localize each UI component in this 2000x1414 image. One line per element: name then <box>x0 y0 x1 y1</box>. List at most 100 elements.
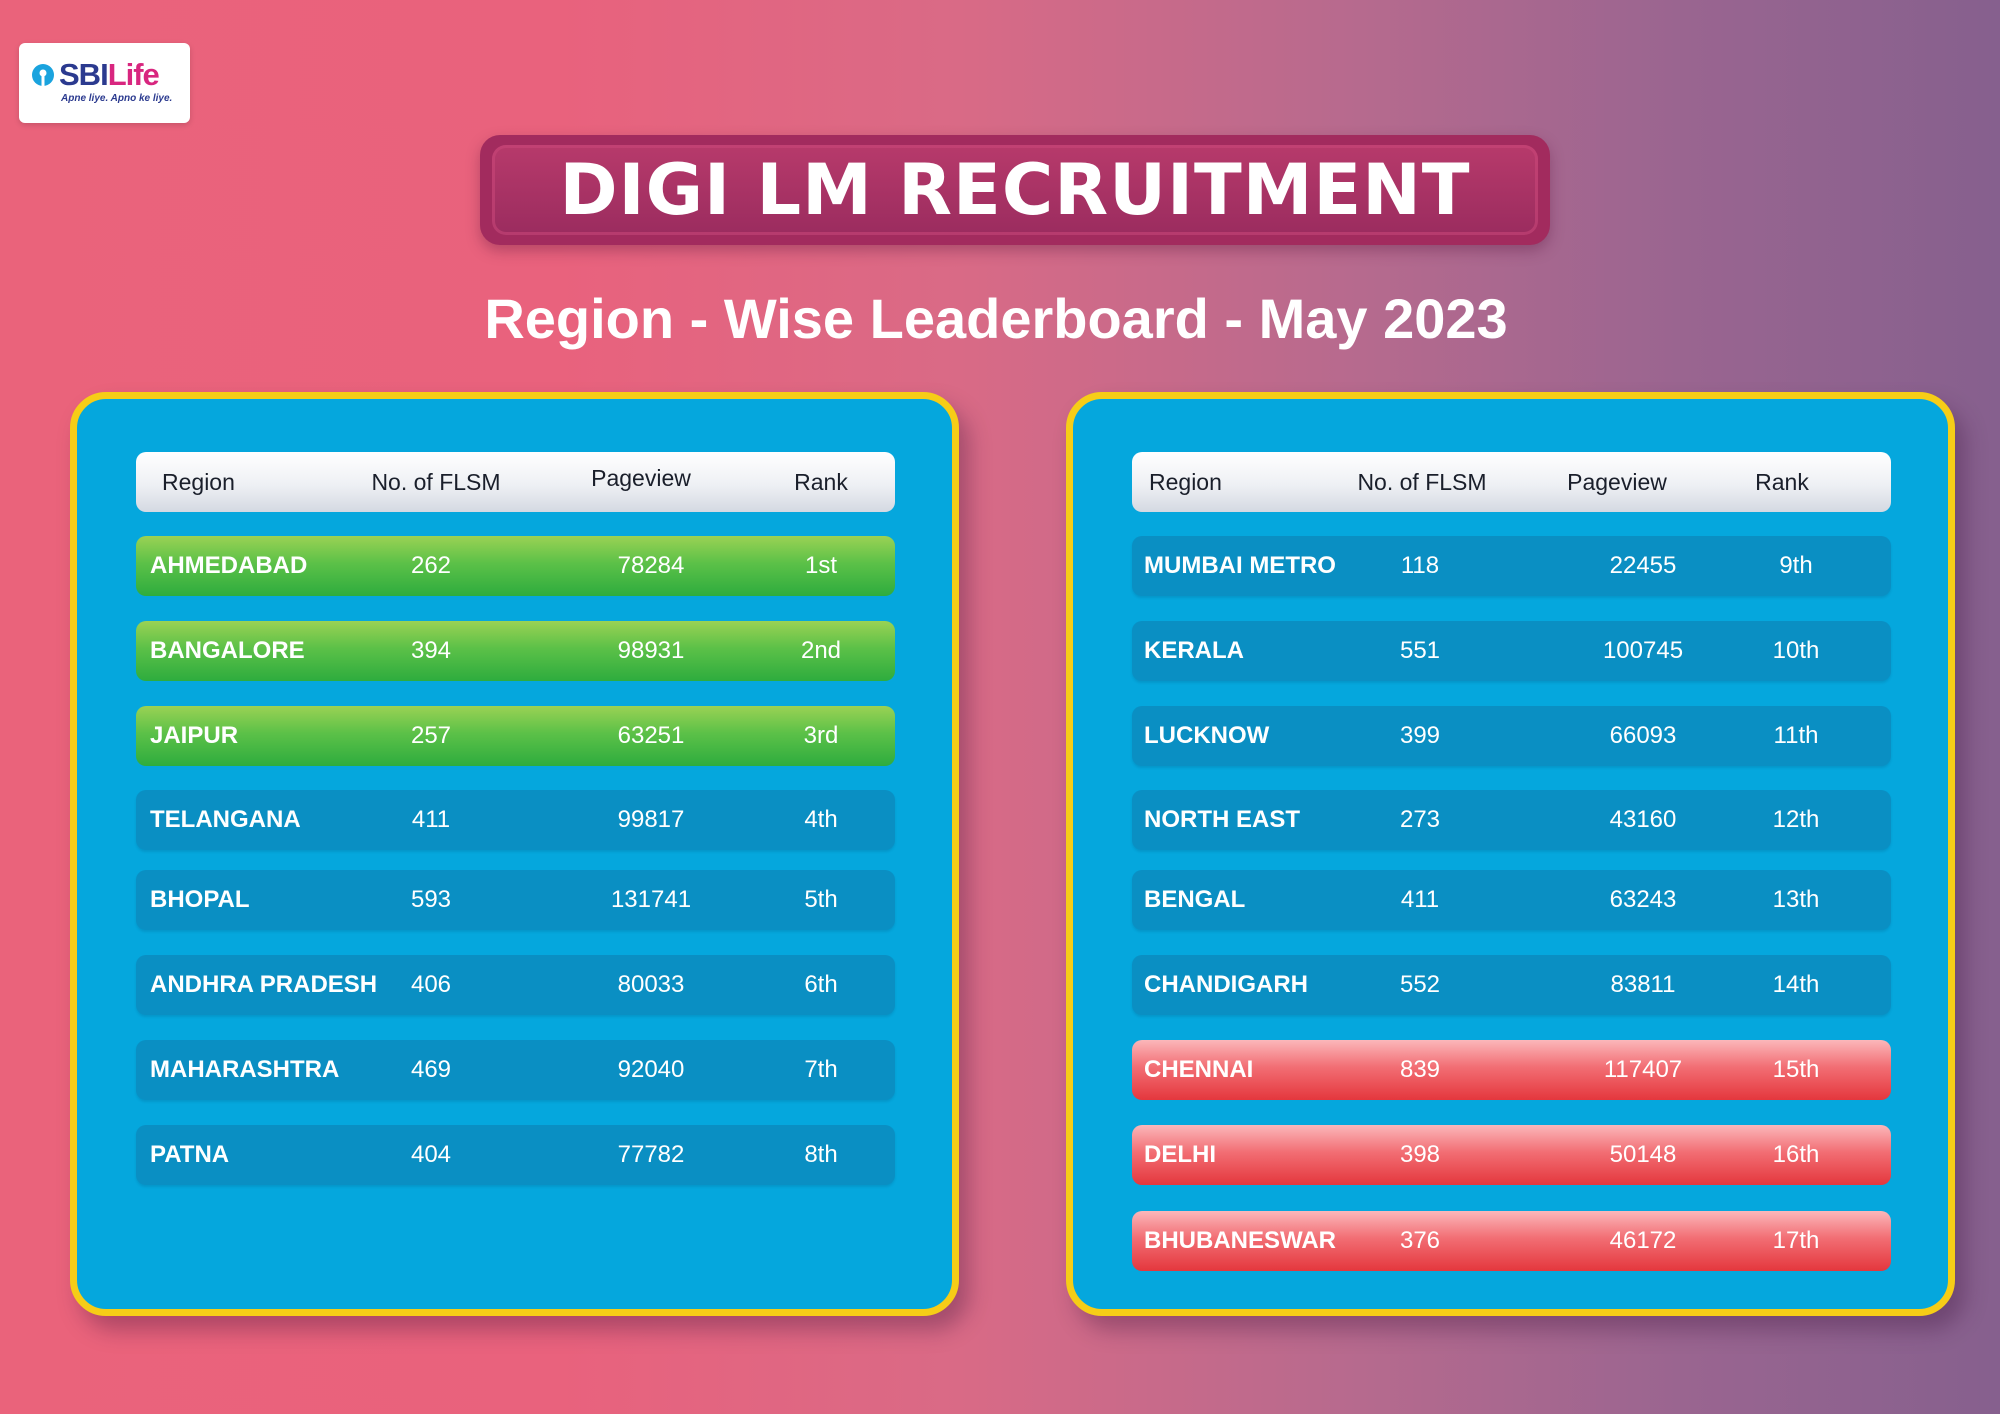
table-row: ANDHRA PRADESH 406 80033 6th <box>136 955 895 1015</box>
row-region: MAHARASHTRA <box>150 1056 340 1083</box>
row-flsm: 118 <box>1400 552 1440 579</box>
row-pageview: 46172 <box>1609 1227 1677 1254</box>
table-row: AHMEDABAD 262 78284 1st <box>136 536 895 596</box>
row-pageview: 131741 <box>610 886 692 913</box>
row-flsm: 469 <box>410 1056 452 1083</box>
row-pageview: 63243 <box>1609 886 1677 913</box>
title-banner-inner: DIGI LM RECRUITMENT <box>492 145 1538 235</box>
row-region: DELHI <box>1144 1141 1216 1168</box>
header-rank: Rank <box>794 469 848 495</box>
leaderboard-panel-left: Region No. of FLSM Pageview Rank AHMEDAB… <box>70 392 959 1316</box>
table-row: NORTH EAST 273 43160 12th <box>1132 790 1891 850</box>
row-rank: 10th <box>1772 637 1820 664</box>
header-region: Region <box>1149 469 1222 495</box>
row-region: JAIPUR <box>150 722 239 749</box>
table-row: MUMBAI METRO 118 22455 9th <box>1132 536 1891 596</box>
row-flsm: 551 <box>1399 637 1441 664</box>
row-rank: 8th <box>804 1141 838 1168</box>
row-pageview: 43160 <box>1609 806 1677 833</box>
row-region: BHUBANESWAR <box>1144 1227 1336 1254</box>
table-row: TELANGANA 411 99817 4th <box>136 790 895 850</box>
row-rank: 12th <box>1772 806 1820 833</box>
row-rank: 15th <box>1772 1056 1820 1083</box>
row-rank: 13th <box>1772 886 1820 913</box>
row-flsm: 406 <box>410 971 452 998</box>
table-row: BHOPAL 593 131741 5th <box>136 870 895 930</box>
row-flsm: 398 <box>1399 1141 1441 1168</box>
table-header: Region No. of FLSM Pageview Rank <box>1132 452 1891 512</box>
row-flsm: 257 <box>410 722 452 749</box>
row-region: BHOPAL <box>150 886 250 913</box>
row-rank: 3rd <box>803 722 839 749</box>
row-pageview: 80033 <box>617 971 685 998</box>
row-region: KERALA <box>1144 637 1244 664</box>
row-rank: 14th <box>1772 971 1820 998</box>
row-rank: 7th <box>804 1056 838 1083</box>
row-flsm: 273 <box>1399 806 1441 833</box>
row-region: PATNA <box>150 1141 230 1168</box>
row-rank: 11th <box>1773 722 1819 749</box>
title-banner: DIGI LM RECRUITMENT <box>480 135 1550 245</box>
row-flsm: 262 <box>410 552 452 579</box>
table-row: PATNA 404 77782 8th <box>136 1125 895 1185</box>
row-region: CHANDIGARH <box>1144 971 1308 998</box>
table-row: CHENNAI 839 117407 15th <box>1132 1040 1891 1100</box>
table-row: LUCKNOW 399 66093 11th <box>1132 706 1891 766</box>
table-row: DELHI 398 50148 16th <box>1132 1125 1891 1185</box>
row-region: LUCKNOW <box>1144 722 1270 749</box>
row-pageview: 63251 <box>617 722 685 749</box>
table-row: JAIPUR 257 63251 3rd <box>136 706 895 766</box>
row-flsm: 376 <box>1399 1227 1441 1254</box>
row-pageview: 78284 <box>617 552 685 579</box>
table-row: KERALA 551 100745 10th <box>1132 621 1891 681</box>
subtitle-text: Region - Wise Leaderboard - May 2023 <box>484 287 1508 350</box>
row-pageview: 22455 <box>1609 552 1677 579</box>
table-row: CHANDIGARH 552 83811 14th <box>1132 955 1891 1015</box>
row-pageview: 99817 <box>617 806 685 833</box>
row-flsm: 404 <box>410 1141 452 1168</box>
row-flsm: 411 <box>411 806 451 833</box>
table-header: Region No. of FLSM Pageview Rank <box>136 452 895 512</box>
row-region: BANGALORE <box>150 637 305 664</box>
row-pageview: 92040 <box>617 1056 685 1083</box>
row-region: MUMBAI METRO <box>1144 552 1336 579</box>
row-flsm: 399 <box>1399 722 1441 749</box>
row-pageview: 83811 <box>1610 971 1676 998</box>
row-pageview: 98931 <box>617 637 685 664</box>
row-flsm: 411 <box>1400 886 1440 913</box>
row-region: AHMEDABAD <box>150 552 308 579</box>
row-region: TELANGANA <box>150 806 301 833</box>
row-rank: 6th <box>804 971 838 998</box>
row-flsm: 839 <box>1399 1056 1441 1083</box>
row-rank: 2nd <box>800 637 842 664</box>
row-pageview: 77782 <box>617 1141 685 1168</box>
header-flsm: No. of FLSM <box>371 469 501 495</box>
row-rank: 1st <box>804 552 837 579</box>
row-rank: 5th <box>804 886 838 913</box>
leaderboard-panel-right: Region No. of FLSM Pageview Rank MUMBAI … <box>1066 392 1955 1316</box>
row-rank: 16th <box>1772 1141 1820 1168</box>
row-region: ANDHRA PRADESH <box>150 971 378 998</box>
row-rank: 17th <box>1772 1227 1820 1254</box>
logo-wordmark: SBILife <box>59 57 160 92</box>
header-rank: Rank <box>1755 469 1809 495</box>
row-region: CHENNAI <box>1144 1056 1254 1083</box>
header-pageview: Pageview <box>591 465 691 491</box>
row-rank: 9th <box>1779 552 1813 579</box>
row-pageview: 66093 <box>1609 722 1677 749</box>
logo-tagline: Apne liye. Apno ke liye. <box>61 93 173 104</box>
row-pageview: 117407 <box>1603 1056 1683 1083</box>
table-row: MAHARASHTRA 469 92040 7th <box>136 1040 895 1100</box>
row-rank: 4th <box>804 806 838 833</box>
row-pageview: 100745 <box>1602 637 1684 664</box>
header-region: Region <box>162 469 235 495</box>
keyhole-icon <box>32 64 54 86</box>
row-pageview: 50148 <box>1609 1141 1677 1168</box>
table-row: BHUBANESWAR 376 46172 17th <box>1132 1211 1891 1271</box>
row-flsm: 394 <box>410 637 452 664</box>
row-region: NORTH EAST <box>1144 806 1300 833</box>
page-title: DIGI LM RECRUITMENT <box>559 149 1471 231</box>
row-flsm: 552 <box>1399 971 1441 998</box>
header-flsm: No. of FLSM <box>1357 469 1487 495</box>
row-flsm: 593 <box>410 886 452 913</box>
